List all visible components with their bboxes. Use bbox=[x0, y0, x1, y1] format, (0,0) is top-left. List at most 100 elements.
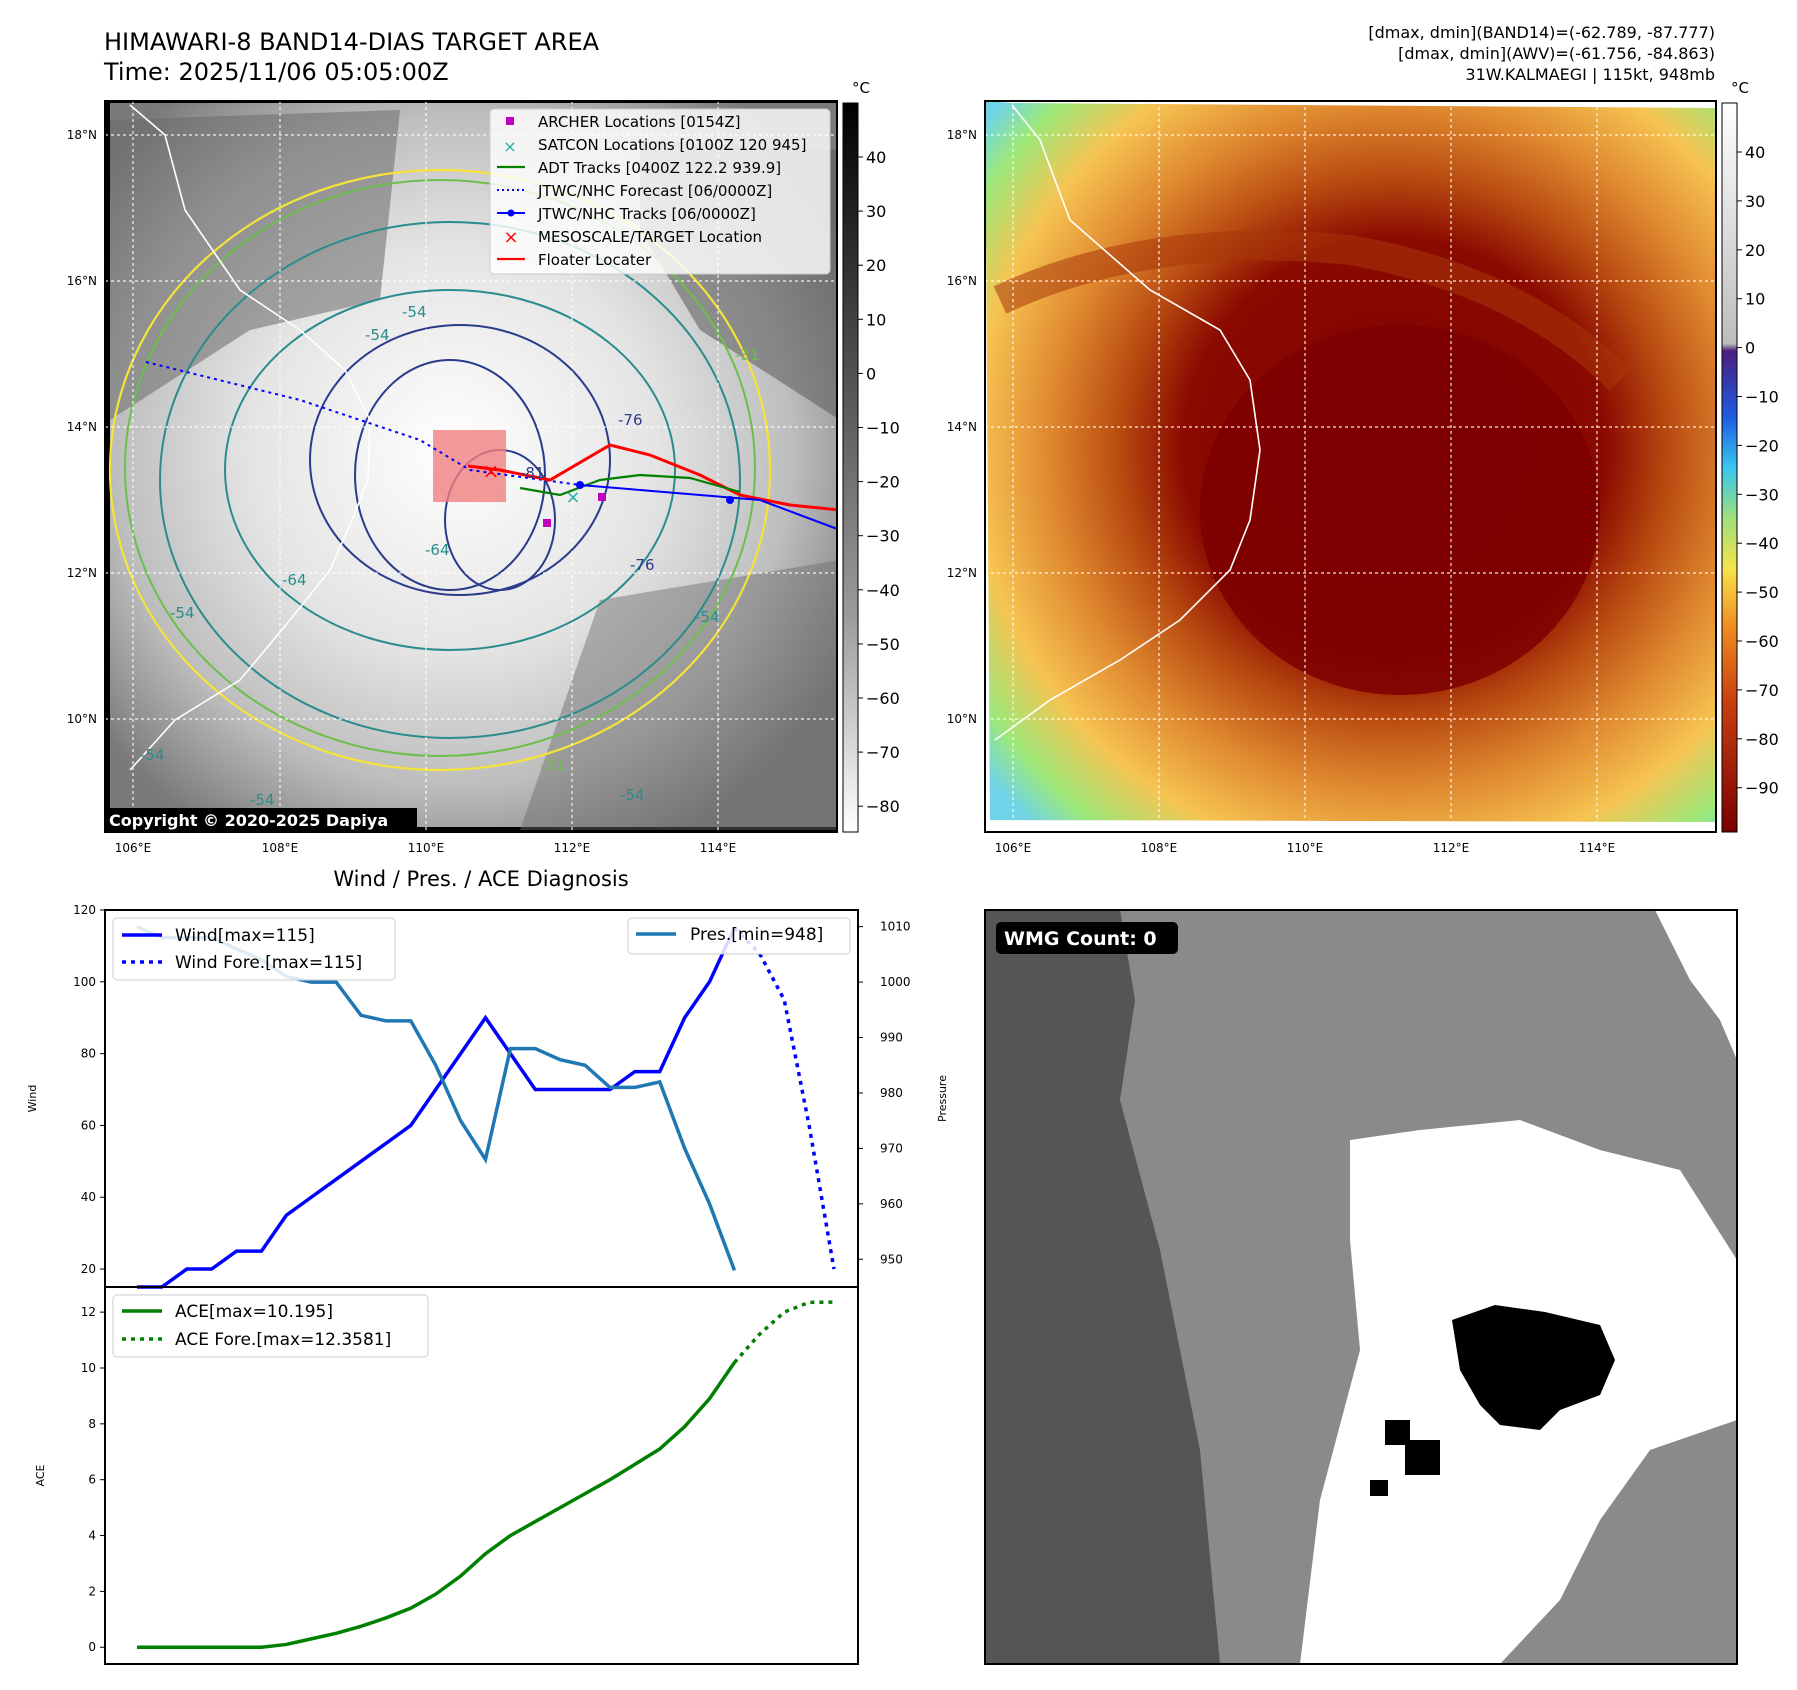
colorbar-tick-label: −20 bbox=[1745, 436, 1779, 455]
series-line bbox=[733, 1300, 835, 1364]
legend: × × ARCHER Locations [0154Z] SATCON Loca… bbox=[489, 108, 831, 275]
contour-label: -31 bbox=[735, 346, 760, 364]
pressure-ytick-label: 950 bbox=[880, 1252, 903, 1266]
colorbar-color-unit: °C bbox=[1731, 79, 1749, 97]
pressure-ylabel: Pressure bbox=[936, 1075, 949, 1122]
wmg-panel: WMG Count: 0 bbox=[984, 909, 1738, 1665]
lon-tick-label: 108°E bbox=[1141, 841, 1178, 855]
ace-ytick-label: 2 bbox=[88, 1584, 96, 1598]
wind-pressure-chart: 20 40 60 80 100 120 950 960 970 980 990 1000 1010 Win… bbox=[26, 903, 949, 1289]
jtwc-track-point bbox=[576, 481, 584, 489]
lon-tick-label: 106°E bbox=[995, 841, 1032, 855]
colorbar-tick-label: −40 bbox=[1745, 534, 1779, 553]
colorbar-gray-bar bbox=[842, 102, 859, 833]
contour-label: -64 bbox=[425, 541, 450, 559]
lat-tick-label: 12°N bbox=[947, 566, 977, 580]
lat-tick-label: 14°N bbox=[947, 420, 977, 434]
colorbar-tick-label: 20 bbox=[866, 256, 886, 275]
lon-tick-label: 112°E bbox=[1433, 841, 1470, 855]
pressure-ytick-label: 1010 bbox=[880, 920, 911, 934]
colorbar-color-bar bbox=[1721, 102, 1738, 833]
legend-marker-satcon: × bbox=[503, 137, 516, 156]
lon-tick-label: 114°E bbox=[700, 841, 737, 855]
wind-ylabel: Wind bbox=[26, 1085, 39, 1113]
lat-tick-label: 18°N bbox=[67, 128, 97, 142]
map-frame bbox=[984, 100, 1717, 833]
legend-label: ARCHER Locations [0154Z] bbox=[538, 113, 741, 131]
ace-legend-box bbox=[112, 1294, 429, 1358]
ace-ylabel: ACE bbox=[34, 1464, 47, 1486]
contour-yellow bbox=[108, 168, 772, 772]
ace-legend-label: ACE Fore.[max=12.3581] bbox=[175, 1330, 391, 1350]
ace-legend-label: ACE[max=10.195] bbox=[175, 1302, 333, 1322]
lon-tick-label: 114°E bbox=[1579, 841, 1616, 855]
contour-label: -31 bbox=[540, 756, 565, 774]
floater-locater-track bbox=[467, 443, 837, 512]
contour-label: -76 bbox=[630, 556, 655, 574]
colorbar-tick-label: 0 bbox=[866, 364, 876, 383]
legend-label: JTWC/NHC Tracks [06/0000Z] bbox=[537, 205, 756, 223]
legend-box bbox=[489, 108, 831, 275]
map-tick-labels: 106°E 106°E 108°E 108°E 110°E 110°E 112°E 112°E… bbox=[67, 128, 1779, 855]
figure-title-line1: HIMAWARI-8 BAND14-DIAS TARGET AREA bbox=[104, 28, 600, 56]
wind-ytick-label: 80 bbox=[81, 1047, 96, 1061]
cloud-band bbox=[520, 560, 837, 830]
coastline bbox=[129, 104, 371, 771]
colorbar-tick-label: 30 bbox=[866, 202, 886, 221]
lat-tick-label: 10°N bbox=[947, 712, 977, 726]
ace-plot-frame bbox=[104, 1286, 859, 1665]
wmg-count-badge bbox=[996, 922, 1178, 954]
series-line bbox=[733, 926, 836, 1270]
jtwc-track bbox=[579, 484, 837, 530]
colorbar-tick-label: 20 bbox=[1745, 241, 1765, 260]
ace-ytick-label: 10 bbox=[81, 1361, 96, 1375]
colorbar-tick-label: −30 bbox=[866, 527, 900, 546]
wind-ytick-label: 120 bbox=[73, 903, 96, 917]
contour-dark bbox=[309, 324, 611, 596]
lat-tick-label: 10°N bbox=[67, 712, 97, 726]
colorbar-gray-unit: °C bbox=[852, 79, 870, 97]
lat-tick-label: 14°N bbox=[67, 420, 97, 434]
contour-label: -54 bbox=[140, 746, 165, 764]
contour-label: -54 bbox=[170, 604, 195, 622]
wind-ytick-label: 40 bbox=[81, 1190, 96, 1204]
lat-tick-label: 12°N bbox=[67, 566, 97, 580]
ace-ytick-label: 0 bbox=[88, 1640, 96, 1654]
colorbar-tick-label: −60 bbox=[1745, 632, 1779, 651]
legend-label: SATCON Locations [0100Z 120 945] bbox=[538, 136, 806, 154]
pressure-ytick-label: 960 bbox=[880, 1197, 903, 1211]
contour-label: -54 bbox=[620, 786, 645, 804]
ace-ytick-label: 8 bbox=[88, 1417, 96, 1431]
legend-marker-archer bbox=[506, 117, 514, 125]
contour-label: -54 bbox=[250, 791, 275, 809]
ace-chart: 0 2 4 6 8 10 12 ACE ACE[max=10.195] ACE Fore.[max… bbox=[34, 1286, 859, 1665]
info-line2: [dmax, dmin](AWV)=(-61.756, -84.863) bbox=[1398, 44, 1715, 63]
pressure-ytick-label: 970 bbox=[880, 1141, 903, 1155]
colorbar-tick-label: −50 bbox=[1745, 583, 1779, 602]
colorbar-tick-label: −20 bbox=[866, 473, 900, 492]
colorbar-tick-label: −10 bbox=[866, 419, 900, 438]
colorbar-color: °C bbox=[1721, 79, 1749, 833]
contour-label: -54 bbox=[365, 326, 390, 344]
colorbar-tick-label: −40 bbox=[866, 581, 900, 600]
pressure-ytick-label: 990 bbox=[880, 1031, 903, 1045]
colorbar-tick-label: 10 bbox=[866, 310, 886, 329]
jtwc-track-point bbox=[726, 496, 734, 504]
colorbar-tick-label: 30 bbox=[1745, 192, 1765, 211]
lon-tick-label: 112°E bbox=[554, 841, 591, 855]
target-x-marker: × bbox=[483, 459, 500, 483]
lat-tick-label: 16°N bbox=[947, 274, 977, 288]
colorbar-tick-label: 0 bbox=[1745, 339, 1755, 358]
wind-ytick-label: 20 bbox=[81, 1262, 96, 1276]
info-line3: 31W.KALMAEGI | 115kt, 948mb bbox=[1465, 65, 1715, 84]
pressure-legend-box bbox=[627, 917, 851, 955]
wmg-black-region bbox=[1452, 1305, 1615, 1430]
colorbar-gray: °C bbox=[842, 79, 870, 833]
wmg-dark-region bbox=[985, 910, 1220, 1664]
wind-ytick-label: 100 bbox=[73, 975, 96, 989]
spiral-band bbox=[993, 230, 1631, 391]
figure-title-line2: Time: 2025/11/06 05:05:00Z bbox=[103, 58, 449, 86]
colorbar-tick-label: −30 bbox=[1745, 485, 1779, 504]
eyewall-mass bbox=[1200, 325, 1600, 695]
series-line bbox=[137, 1361, 736, 1649]
